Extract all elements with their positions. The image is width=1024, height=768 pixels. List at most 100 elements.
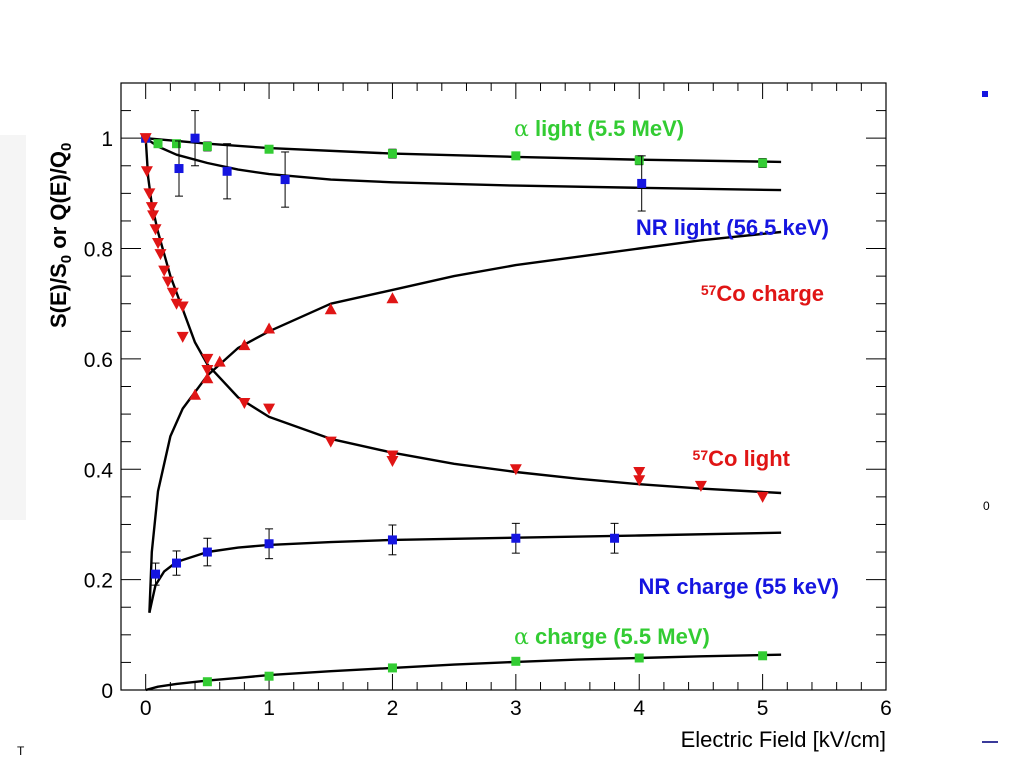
data-point-triangle-down — [509, 464, 522, 476]
data-point-triangle-up — [263, 322, 276, 334]
data-point-square — [264, 539, 274, 549]
data-point-triangle-down — [145, 202, 158, 214]
data-point-triangle-up — [238, 339, 251, 351]
data-point-triangle-down — [176, 301, 189, 313]
data-point-square — [174, 164, 184, 174]
data-point-triangle-up — [213, 355, 226, 367]
data-point-square — [172, 558, 182, 568]
data-point-triangle-down — [201, 353, 214, 365]
series-label-text: NR light (56.5 keV) — [636, 215, 829, 240]
x-tick-label: 1 — [263, 697, 275, 720]
y-tick-label: 0.4 — [84, 459, 114, 482]
data-point-square — [634, 653, 644, 663]
data-point-square — [264, 671, 274, 681]
data-point-square — [511, 533, 521, 543]
series-label-text: Co light — [708, 446, 791, 471]
series-label-text: Co charge — [716, 281, 824, 306]
fit-curve — [145, 653, 782, 692]
data-point-triangle-up — [386, 292, 399, 304]
fit-curve — [148, 531, 782, 613]
data-point-square — [511, 151, 521, 161]
x-tick-label: 0 — [140, 697, 152, 720]
data-point-square — [151, 569, 161, 579]
y-tick-label: 0.8 — [84, 239, 113, 262]
data-point-triangle-down — [158, 265, 171, 277]
series-label-text: charge (5.5 MeV) — [529, 624, 710, 649]
data-point-square — [387, 663, 397, 673]
series-label: NR light (56.5 keV) — [636, 215, 829, 240]
data-point-triangle-down — [161, 276, 174, 288]
data-point-triangle-down — [140, 166, 153, 178]
fit-curve — [144, 138, 782, 495]
stray-text-right-edge: 0 — [983, 499, 990, 513]
data-point-square — [222, 166, 232, 176]
data-points — [139, 110, 769, 687]
data-point-square — [634, 155, 644, 165]
data-point-square — [264, 144, 274, 154]
data-point-triangle-down — [139, 133, 152, 145]
data-point-triangle-up — [189, 388, 202, 400]
y-tick-label: 0.2 — [84, 570, 113, 593]
y-axis-title-subscript: 0 — [58, 255, 75, 263]
y-axis-title: S(E)/S0 or Q(E)/Q0 — [46, 143, 75, 328]
data-point-triangle-down — [238, 398, 251, 410]
series-label: α charge (5.5 MeV) — [514, 624, 710, 650]
data-point-triangle-down — [170, 298, 183, 310]
data-point-square — [202, 547, 212, 557]
data-point-triangle-down — [694, 480, 707, 492]
series-label-alpha-symbol: α — [514, 625, 529, 650]
series-label: α light (5.5 MeV) — [514, 116, 684, 142]
series-label: NR charge (55 keV) — [638, 574, 839, 599]
series-label: 57Co charge — [701, 281, 824, 306]
x-tick-label: 6 — [880, 697, 892, 720]
series-label-superscript: 57 — [693, 447, 709, 463]
y-tick-label: 1 — [101, 128, 113, 151]
x-tick-label: 3 — [510, 697, 522, 720]
data-point-square — [637, 178, 647, 188]
data-point-triangle-down — [154, 249, 167, 261]
data-point-triangle-down — [149, 224, 162, 236]
data-point-square — [511, 656, 521, 666]
data-point-triangle-down — [633, 467, 646, 479]
data-point-triangle-down — [201, 364, 214, 376]
data-point-triangle-down — [147, 210, 160, 222]
data-point-triangle-down — [143, 188, 156, 200]
data-point-square — [153, 139, 163, 149]
series-label-text: light (5.5 MeV) — [529, 116, 684, 141]
data-point-triangle-down — [176, 331, 189, 343]
fit-curve — [145, 137, 782, 164]
axes: 0 1 2 3 4 5 6 0 0.2 0.4 0.6 0.8 1 — [84, 83, 892, 720]
x-tick-label: 5 — [757, 697, 769, 720]
side-panel-strip — [0, 135, 26, 520]
series-label-alpha-symbol: α — [514, 117, 529, 142]
data-point-triangle-up — [324, 303, 337, 315]
data-point-square — [190, 133, 200, 143]
data-point-square — [202, 677, 212, 687]
data-point-triangle-down — [152, 238, 165, 250]
fit-curve — [148, 230, 782, 613]
data-point-triangle-down — [324, 436, 337, 448]
series-label-superscript: 57 — [701, 282, 717, 298]
y-axis-title-part: or Q(E)/Q — [46, 151, 71, 255]
fit-curve — [145, 137, 782, 192]
stray-text-bottom-left: T — [17, 744, 25, 758]
data-point-triangle-down — [166, 287, 179, 299]
y-tick-label: 0 — [101, 680, 113, 703]
data-point-square — [202, 141, 212, 151]
data-point-triangle-down — [633, 475, 646, 487]
data-point-square — [758, 651, 768, 661]
x-tick-label: 4 — [633, 697, 645, 720]
data-point-triangle-down — [756, 491, 769, 503]
blue-dot-marker — [982, 91, 988, 97]
data-point-square — [610, 533, 620, 543]
series-label-text: NR charge (55 keV) — [638, 574, 839, 599]
x-tick-label: 2 — [387, 697, 399, 720]
y-axis-title-part: S(E)/S — [46, 263, 71, 328]
data-point-triangle-down — [386, 450, 399, 462]
x-axis-title: Electric Field [kV/cm] — [681, 727, 886, 752]
data-point-square — [172, 139, 182, 149]
y-axis-title-subscript: 0 — [58, 143, 75, 151]
data-point-square — [387, 149, 397, 159]
dash-marker — [982, 741, 998, 743]
